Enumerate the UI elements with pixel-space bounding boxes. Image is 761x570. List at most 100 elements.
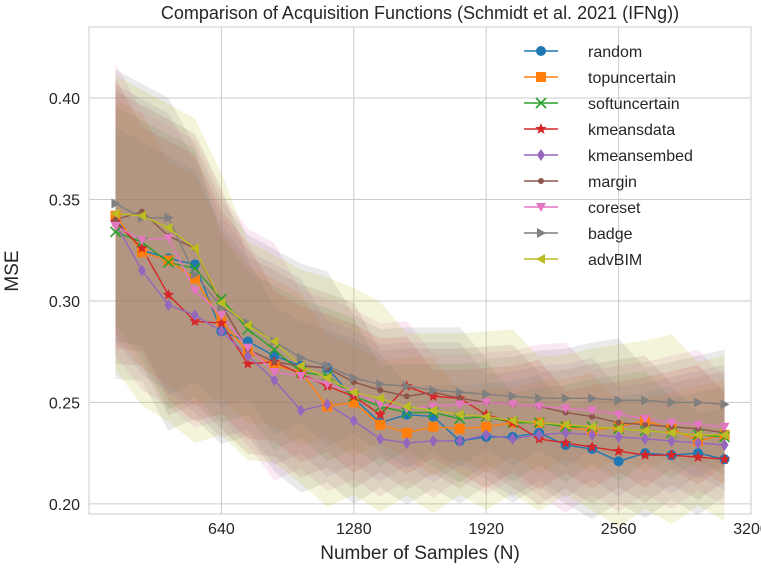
point-coreset [110, 221, 121, 231]
point-badge [561, 393, 571, 404]
band-topuncertain [115, 100, 725, 485]
point-kmeansdata [612, 445, 625, 456]
point-kmeansembed [296, 404, 305, 417]
point-kmeansdata [692, 451, 704, 463]
point-badge [667, 397, 677, 408]
point-kmeansembed [482, 428, 491, 441]
point-badge [535, 393, 545, 404]
point-kmeansembed [243, 349, 252, 362]
point-advBIM [587, 421, 597, 432]
point-margin [615, 419, 622, 426]
chart-title: Comparison of Acquisition Functions (Sch… [161, 3, 679, 23]
point-topuncertain [375, 419, 386, 430]
point-advBIM [295, 360, 305, 371]
point-advBIM [189, 243, 199, 254]
band-margin [115, 90, 725, 505]
point-coreset [613, 410, 624, 420]
point-topuncertain [163, 255, 174, 266]
y-tick-labels: 0.20 0.25 0.30 0.35 0.40 [49, 91, 80, 514]
y-axis-label: MSE [2, 250, 23, 291]
point-kmeansdata [559, 436, 572, 448]
point-margin [589, 413, 596, 420]
legend-marker-margin [538, 178, 544, 184]
point-kmeansembed [614, 430, 623, 443]
legend-marker-softuncertain [535, 97, 547, 109]
point-advBIM [481, 411, 491, 422]
point-kmeansdata [162, 288, 175, 300]
legend-label-coreset: coreset [588, 200, 641, 217]
point-softuncertain [109, 226, 122, 238]
point-kmeansembed [376, 432, 385, 445]
legend-marker-kmeansdata [535, 123, 547, 134]
point-advBIM [428, 405, 438, 416]
point-kmeansembed [535, 428, 544, 441]
point-coreset [189, 286, 200, 296]
point-topuncertain [454, 423, 465, 434]
y-tick-label: 0.30 [49, 294, 80, 311]
point-advBIM [401, 401, 411, 412]
legend: random topuncertain softuncertain kmeansdat… [524, 44, 693, 269]
point-advBIM [454, 409, 464, 420]
point-margin [112, 216, 119, 223]
point-margin [456, 395, 463, 402]
line-coreset [115, 225, 725, 428]
legend-label-badge: badge [588, 226, 633, 243]
point-coreset [454, 400, 465, 410]
legend-label-softuncertain: softuncertain [588, 96, 680, 113]
point-advBIM [613, 423, 623, 434]
legend-label-topuncertain: topuncertain [588, 70, 676, 87]
point-badge [482, 389, 492, 400]
point-kmeansembed [429, 434, 438, 447]
legend-marker-kmeansembed [537, 149, 545, 161]
point-kmeansembed [694, 436, 703, 449]
band-kmeansdata [115, 78, 725, 490]
band-softuncertain [115, 106, 725, 483]
point-kmeansembed [402, 436, 411, 449]
point-softuncertain [268, 344, 280, 356]
point-advBIM [110, 208, 120, 219]
point-margin [642, 421, 649, 428]
point-advBIM [560, 419, 570, 430]
point-kmeansembed [323, 398, 332, 411]
point-coreset [534, 402, 545, 412]
legend-marker-badge [537, 228, 546, 238]
point-advBIM [136, 210, 146, 221]
point-kmeansembed [137, 264, 146, 277]
confidence-bands [115, 63, 725, 528]
point-advBIM [693, 429, 703, 440]
point-coreset [719, 422, 730, 432]
point-advBIM [348, 387, 358, 398]
point-margin [403, 393, 410, 400]
x-axis-label: Number of Samples (N) [320, 543, 520, 564]
point-kmeansdata [427, 390, 439, 402]
point-advBIM [640, 425, 650, 436]
point-badge [588, 393, 598, 404]
point-kmeansdata [215, 317, 228, 329]
point-coreset [216, 311, 227, 321]
point-advBIM [322, 373, 332, 384]
point-advBIM [507, 415, 517, 426]
point-random [613, 456, 624, 467]
point-badge [164, 212, 174, 223]
point-coreset [693, 420, 704, 430]
point-badge [402, 381, 412, 392]
y-tick-label: 0.20 [49, 497, 80, 514]
point-advBIM [534, 417, 544, 428]
legend-marker-topuncertain [536, 72, 546, 82]
series-markers [109, 198, 731, 467]
point-advBIM [163, 222, 173, 233]
point-advBIM [216, 297, 226, 308]
point-advBIM [269, 336, 279, 347]
point-softuncertain [162, 256, 175, 268]
point-coreset [428, 402, 439, 412]
x-tick-label: 2560 [601, 521, 637, 538]
point-kmeansdata [136, 242, 148, 254]
x-tick-label: 1920 [468, 521, 504, 538]
point-coreset [587, 406, 598, 416]
plot-area [88, 26, 752, 515]
point-topuncertain [481, 421, 492, 432]
point-badge [614, 395, 624, 406]
